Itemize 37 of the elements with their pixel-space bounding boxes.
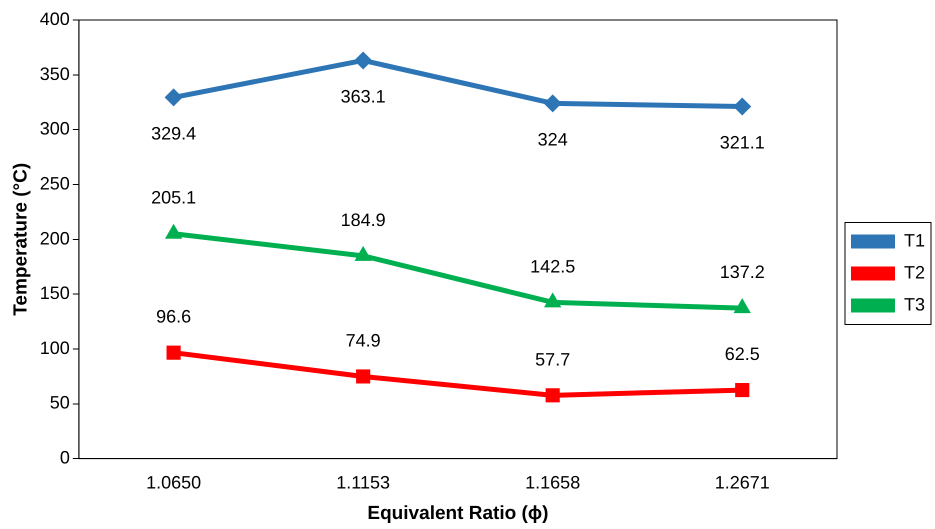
y-tick-label: 150 (40, 283, 70, 304)
legend-label: T2 (904, 262, 926, 282)
x-axis-title: Equivalent Ratio (ϕ) (367, 502, 548, 524)
point (546, 388, 560, 402)
point (354, 51, 372, 70)
point (356, 369, 370, 384)
y-tick-label: 300 (40, 118, 70, 139)
x-tick-label: 1.1658 (525, 472, 580, 492)
data-label: 205.1 (151, 188, 196, 208)
y-axis-title: Temperature (°C) (10, 162, 32, 316)
x-tick-label: 1.2671 (714, 472, 770, 492)
data-label: 62.5 (724, 344, 760, 364)
y-tick-label: 200 (40, 228, 70, 248)
y-tick-label: 0 (60, 448, 70, 468)
data-label: 142.5 (530, 256, 576, 276)
point (733, 98, 752, 116)
y-tick-label: 100 (40, 338, 70, 358)
data-label: 324 (538, 129, 568, 150)
y-tick-label: 400 (40, 8, 70, 29)
x-tick-label: 1.1153 (336, 472, 390, 492)
data-label: 329.4 (151, 123, 196, 144)
data-label: 321.1 (720, 132, 765, 152)
point (164, 88, 183, 106)
legend-label: T1 (904, 230, 926, 250)
data-label: 57.7 (535, 349, 570, 370)
point (735, 383, 750, 398)
y-tick-label: 250 (40, 173, 70, 194)
data-label: 363.1 (340, 86, 386, 106)
point (166, 346, 181, 360)
x-tick-label: 1.0650 (146, 472, 202, 492)
data-label: 74.9 (346, 330, 381, 350)
y-tick-label: 50 (50, 392, 70, 413)
legend-label: T3 (904, 294, 926, 314)
data-label: 137.2 (720, 262, 765, 282)
data-label: 184.9 (340, 210, 386, 230)
data-label: 96.6 (156, 306, 192, 327)
y-tick-label: 350 (40, 64, 70, 84)
